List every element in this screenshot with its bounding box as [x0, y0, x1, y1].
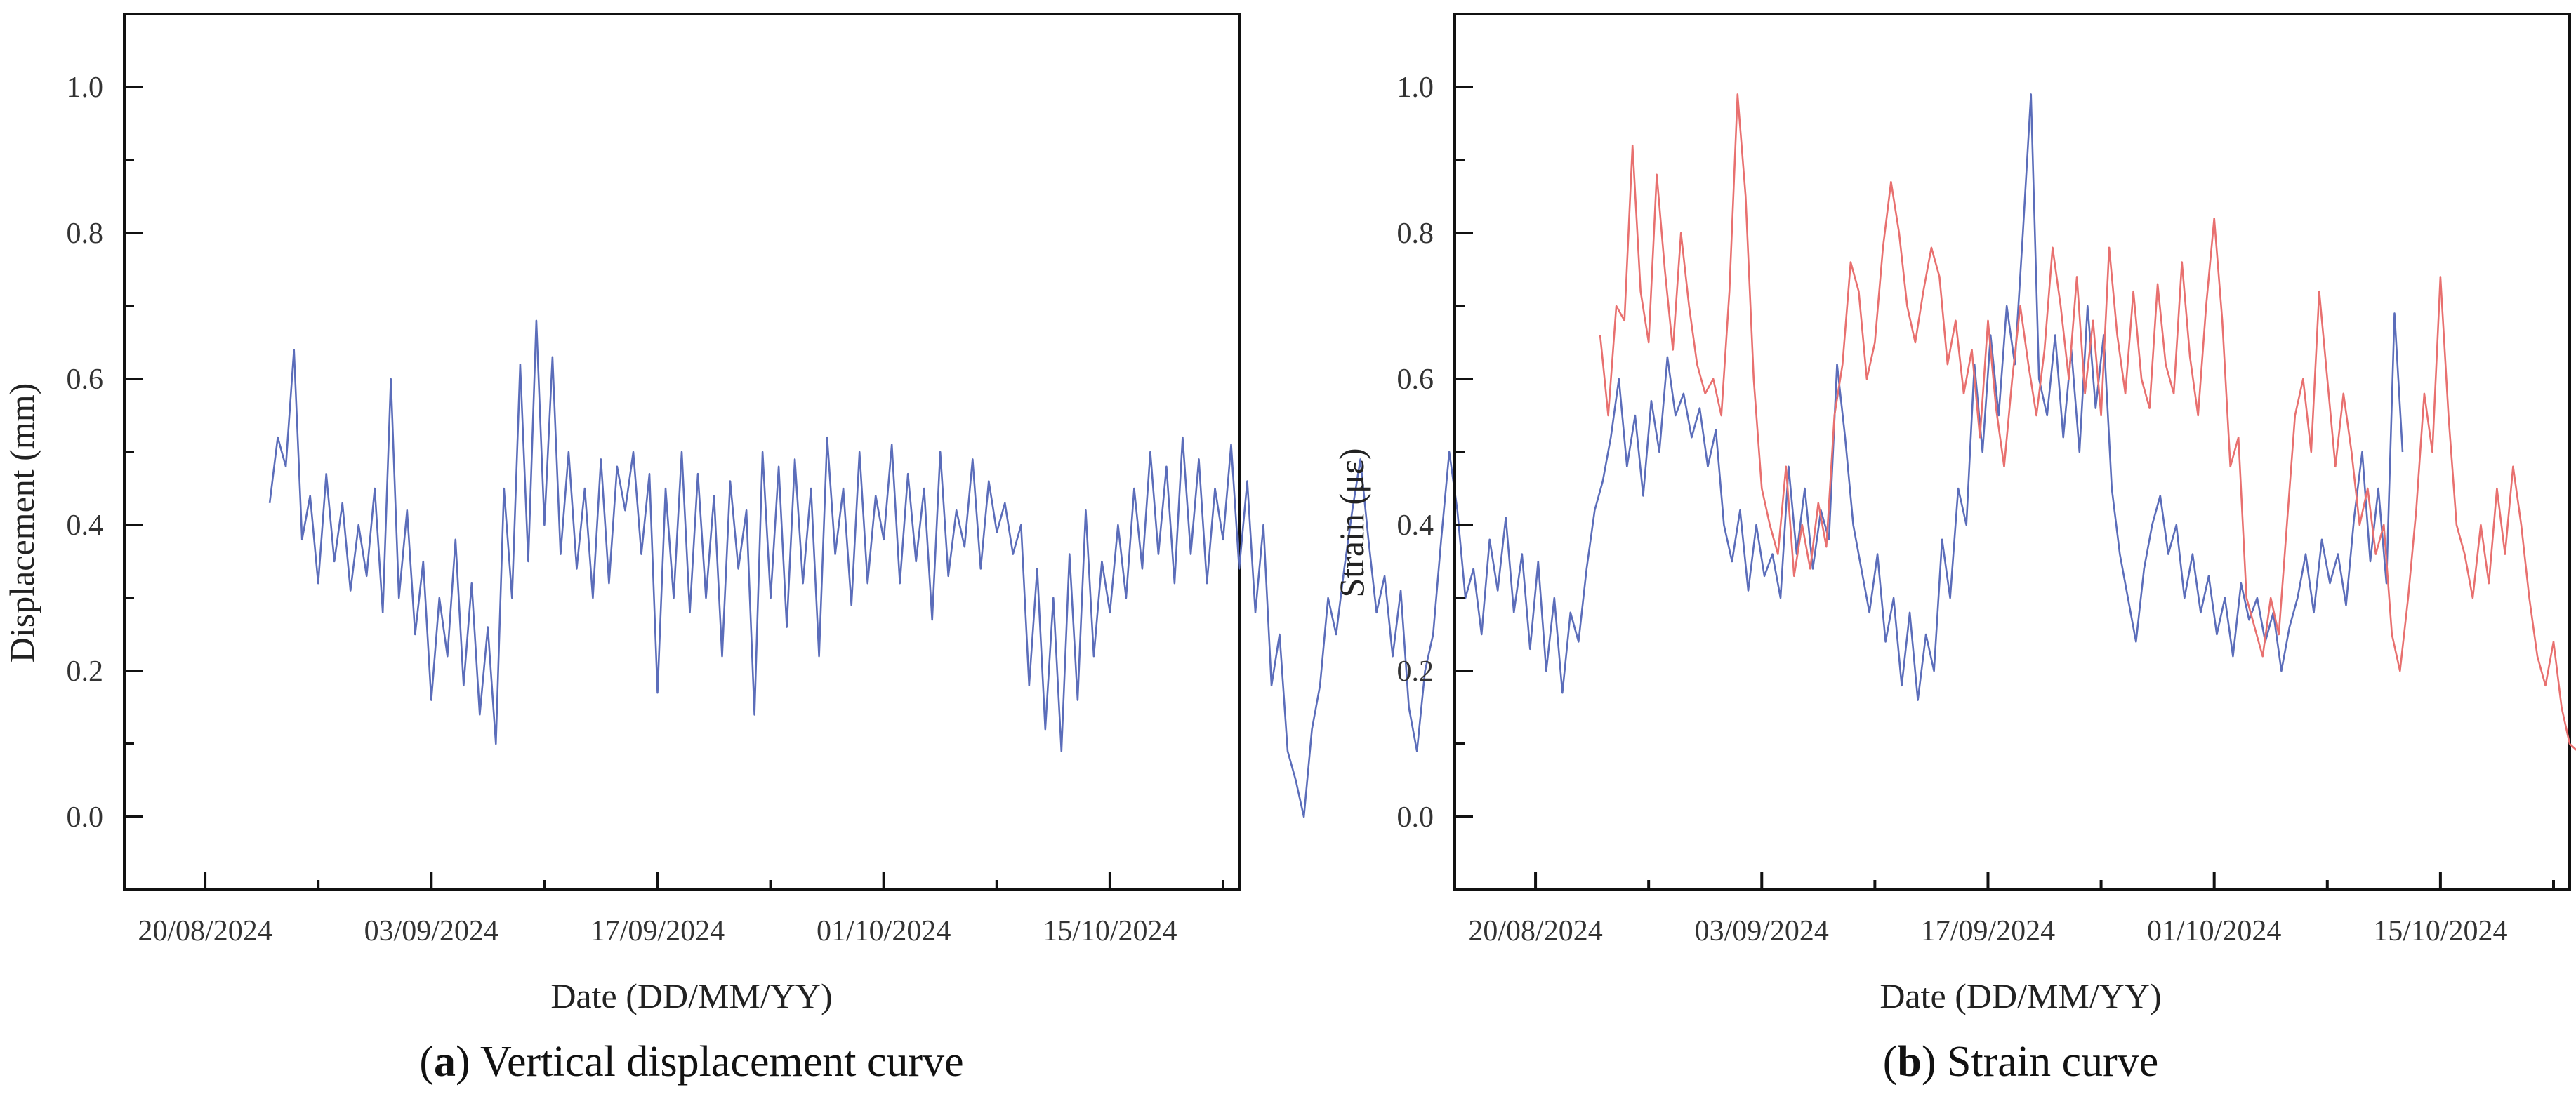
strain-chart-y-tick-label: 0.0: [1397, 801, 1434, 834]
displacement-chart-y-tick-label: 0.6: [67, 364, 104, 396]
strain-chart-y-tick-label: 1.0: [1397, 72, 1434, 104]
displacement-chart-caption-text: Vertical displacement curve: [470, 1038, 964, 1086]
strain-chart-plot-layer: 20/08/2024 03/09/2024 17/09/2024 01/10/2024…: [1397, 13, 2576, 947]
displacement-chart-x-tick-label: 15/10/2024: [1043, 915, 1177, 947]
strain-chart-caption-letter: b: [1897, 1038, 1921, 1086]
displacement-chart-series-line: [268, 93, 2404, 818]
strain-chart-caption-text: Strain curve: [1936, 1038, 2159, 1086]
displacement-chart-x-axis-title: Date (DD/MM/YY): [550, 976, 832, 1015]
strain-chart-panel: 20/08/2024 03/09/2024 17/09/2024 01/10/2024…: [1332, 13, 2576, 1086]
displacement-chart-y-tick-label: 1.0: [67, 72, 104, 104]
strain-chart-y-tick-label: 0.2: [1397, 655, 1434, 688]
displacement-chart-y-axis-title: Displacement (mm): [2, 383, 41, 663]
displacement-chart-caption: (a) Vertical displacement curve: [419, 1038, 963, 1086]
displacement-chart-y-tick-label: 0.8: [67, 218, 104, 250]
strain-chart-y-tick-label: 0.6: [1397, 364, 1434, 396]
strain-chart-x-tick-label: 20/08/2024: [1468, 915, 1602, 947]
strain-chart-x-tick-label: 17/09/2024: [1921, 915, 2055, 947]
strain-chart-x-tick-label: 01/10/2024: [2147, 915, 2281, 947]
strain-chart-x-axis-title: Date (DD/MM/YY): [1880, 976, 2161, 1015]
strain-chart-x-tick-label: 03/09/2024: [1695, 915, 1829, 947]
displacement-chart-panel: 20/08/2024 03/09/2024 17/09/2024 01/10/2024…: [2, 13, 2404, 1086]
strain-chart-y-axis-title: Strain (με): [1332, 448, 1371, 597]
displacement-chart-caption-letter: a: [434, 1038, 456, 1086]
strain-chart-y-tick-label: 0.4: [1397, 509, 1434, 542]
strain-chart-y-tick-label: 0.8: [1397, 218, 1434, 250]
displacement-chart-x-tick-label: 03/09/2024: [364, 915, 498, 947]
displacement-chart-x-tick-label: 01/10/2024: [817, 915, 951, 947]
displacement-chart-x-tick-label: 17/09/2024: [590, 915, 725, 947]
displacement-chart-y-tick-label: 0.0: [67, 801, 104, 834]
strain-chart-caption: (b) Strain curve: [1883, 1038, 2159, 1086]
displacement-chart-y-tick-label: 0.4: [67, 509, 104, 542]
displacement-chart-plot-layer: 20/08/2024 03/09/2024 17/09/2024 01/10/2024…: [67, 13, 2404, 947]
displacement-chart-x-tick-label: 20/08/2024: [138, 915, 272, 947]
strain-chart-x-tick-label: 15/10/2024: [2373, 915, 2507, 947]
displacement-chart-y-tick-label: 0.2: [67, 655, 104, 688]
strain-chart-series-line: [1599, 93, 2576, 751]
